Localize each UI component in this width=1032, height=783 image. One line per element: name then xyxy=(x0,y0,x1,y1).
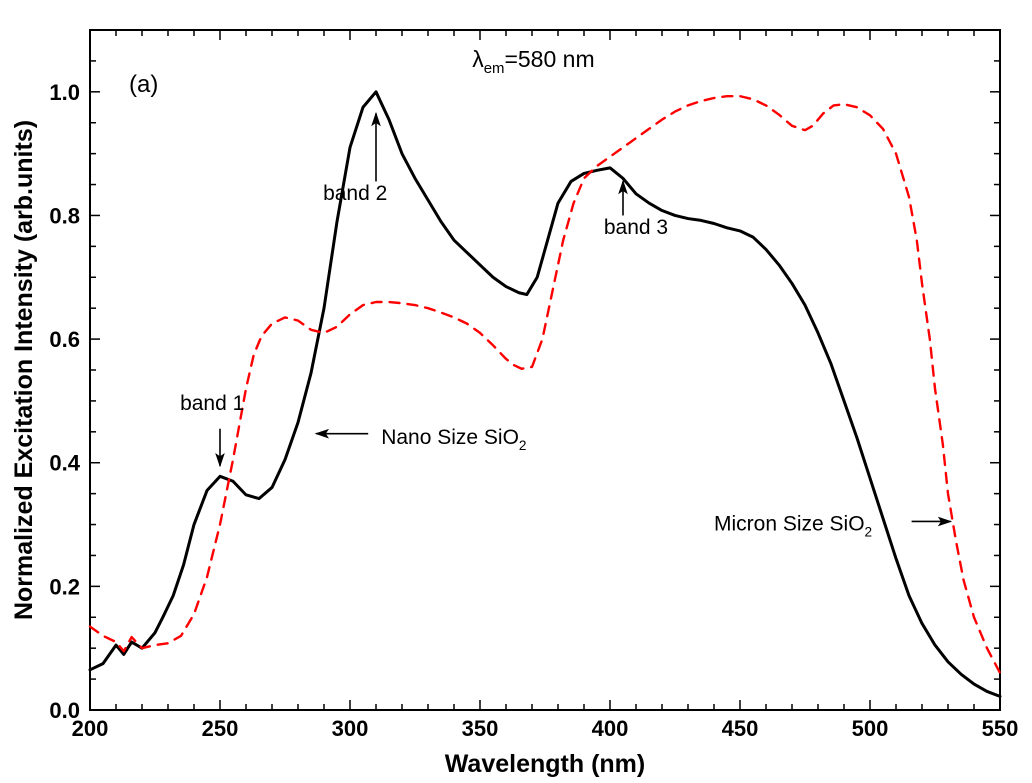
excitation-chart: 200250300350400450500550Wavelength (nm)0… xyxy=(0,0,1032,783)
x-tick-label: 500 xyxy=(852,716,889,741)
x-tick-label: 450 xyxy=(722,716,759,741)
y-tick-label: 0.4 xyxy=(49,451,80,476)
x-tick-label: 350 xyxy=(462,716,499,741)
x-tick-label: 550 xyxy=(982,716,1019,741)
micron-label: Micron Size SiO2 xyxy=(714,513,872,540)
band1-label: band 1 xyxy=(180,392,244,415)
band3-label: band 3 xyxy=(604,216,668,239)
x-tick-label: 300 xyxy=(332,716,369,741)
x-tick-label: 400 xyxy=(592,716,629,741)
y-tick-label: 0.8 xyxy=(49,203,80,228)
y-tick-label: 0.2 xyxy=(49,574,80,599)
x-tick-label: 250 xyxy=(202,716,239,741)
y-tick-label: 0.0 xyxy=(49,698,80,723)
x-axis-title: Wavelength (nm) xyxy=(445,750,645,778)
y-tick-label: 0.6 xyxy=(49,327,80,352)
y-axis-title: Normalized Excitation Intensity (arb.uni… xyxy=(10,120,38,620)
panel-label: (a) xyxy=(129,71,158,98)
band2-label: band 2 xyxy=(323,182,387,205)
y-tick-label: 1.0 xyxy=(49,80,80,105)
nano-label: Nano Size SiO2 xyxy=(381,426,526,453)
